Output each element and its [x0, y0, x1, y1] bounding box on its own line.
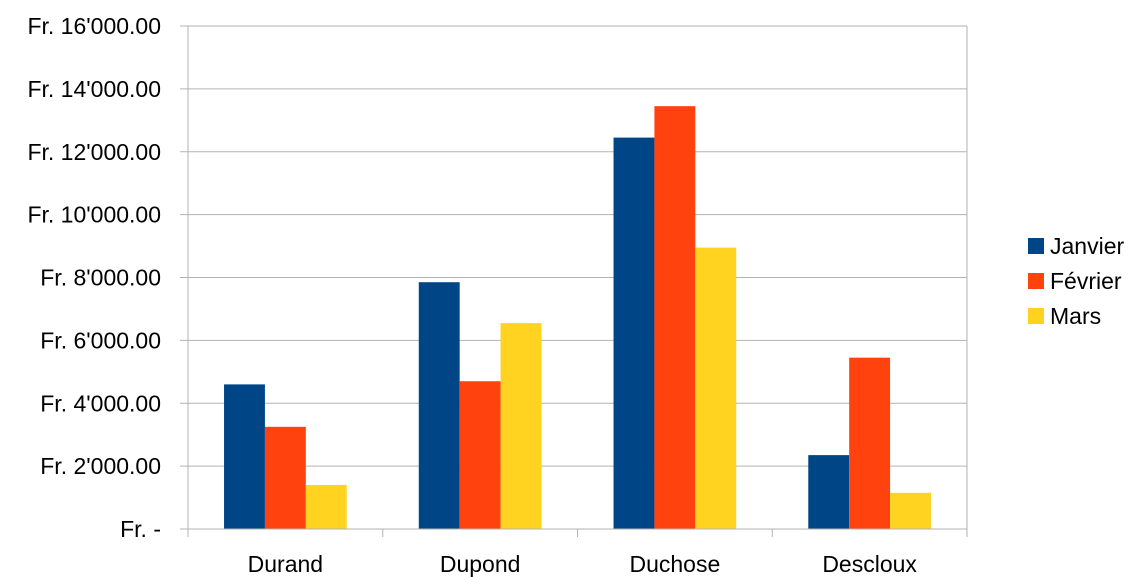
- y-tick-label: Fr. 2'000.00: [40, 453, 161, 479]
- gridlines: [188, 25, 967, 467]
- bar-fevrier-dupond: [459, 381, 501, 529]
- legend-swatch: [1028, 238, 1044, 254]
- legend-swatch: [1028, 273, 1044, 289]
- y-tick-labels: Fr. - Fr. 2'000.00 Fr. 4'000.00 Fr. 6'000.0…: [27, 13, 161, 542]
- x-tick-label: Durand: [248, 551, 323, 577]
- bar-mars-duchose: [695, 247, 737, 529]
- bar-fevrier-durand: [264, 426, 306, 529]
- x-tick-label: Dupond: [440, 551, 521, 577]
- y-tick-label: Fr. 14'000.00: [27, 76, 161, 102]
- bar-fevrier-duchose: [654, 106, 696, 530]
- legend-label: Mars: [1050, 303, 1101, 329]
- y-tick-label: Fr. 6'000.00: [40, 327, 161, 353]
- y-tick-label: Fr. -: [120, 516, 161, 542]
- bars: [224, 106, 931, 530]
- axes: [180, 25, 968, 537]
- bar-mars-descloux: [890, 492, 931, 529]
- bar-mars-dupond: [500, 323, 542, 529]
- y-tick-label: Fr. 8'000.00: [40, 265, 161, 291]
- legend-swatch: [1028, 308, 1044, 324]
- legend-label: Janvier: [1050, 233, 1124, 259]
- bar-janvier-duchose: [613, 137, 655, 529]
- x-tick-label: Duchose: [629, 551, 720, 577]
- bar-mars-durand: [305, 484, 347, 529]
- x-tick-labels: Durand Dupond Duchose Descloux: [248, 551, 918, 577]
- bar-fevrier-descloux: [849, 357, 891, 529]
- y-tick-label: Fr. 10'000.00: [27, 202, 161, 228]
- y-tick-label: Fr. 12'000.00: [27, 139, 161, 165]
- legend: Janvier Février Mars: [1028, 233, 1124, 329]
- x-tick-label: Descloux: [822, 551, 917, 577]
- y-tick-label: Fr. 4'000.00: [40, 390, 161, 416]
- bar-janvier-durand: [224, 384, 265, 529]
- y-tick-label: Fr. 16'000.00: [27, 13, 161, 39]
- bar-janvier-dupond: [418, 282, 460, 529]
- bar-janvier-descloux: [808, 455, 850, 529]
- legend-label: Février: [1050, 268, 1122, 294]
